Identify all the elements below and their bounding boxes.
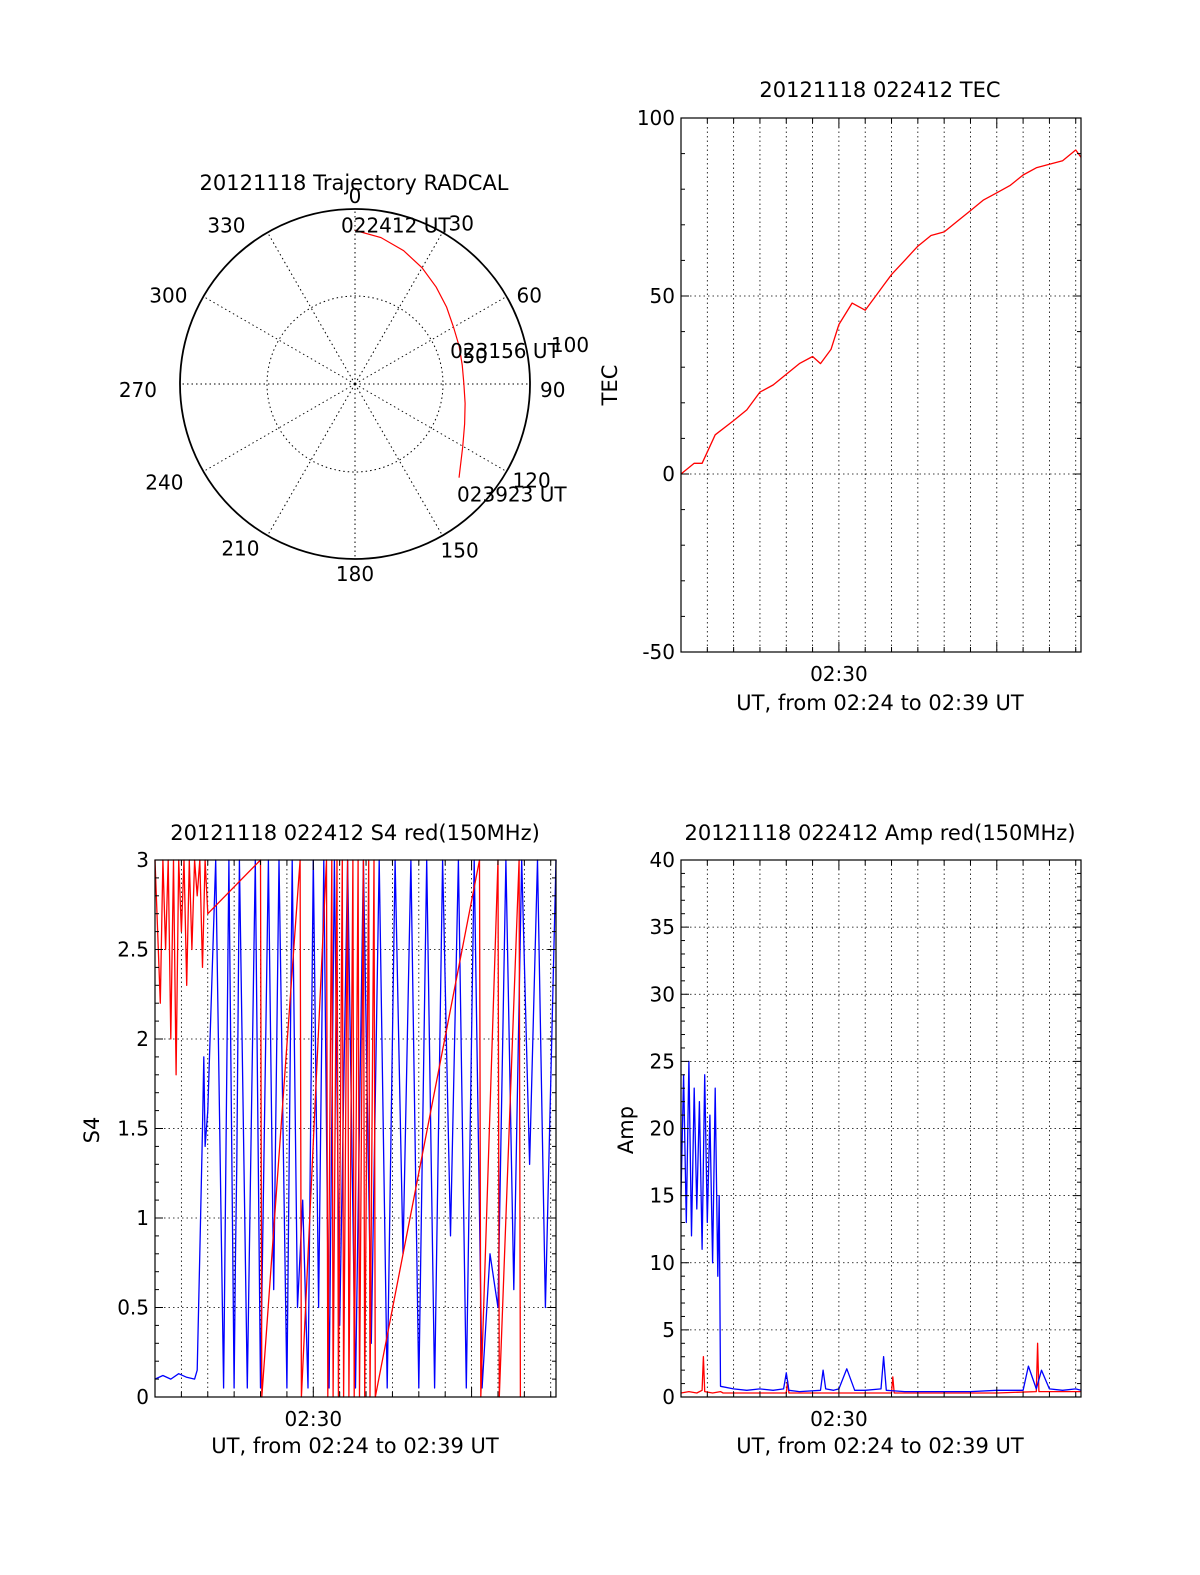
- tec-y-axis-label: TEC: [598, 365, 622, 407]
- amp-ytick-label: 0: [662, 1385, 675, 1409]
- polar-angle-label: 240: [145, 471, 183, 495]
- amp-ytick-label: 5: [662, 1318, 675, 1342]
- polar-angle-labels: 0 30 60 90 120 150 180 210 240 270 300 330 50 100: [119, 184, 589, 586]
- polar-annotations: 022412 UT 023156 UT 023923 UT: [341, 213, 567, 506]
- amp-ticks: 0 5 10 15 20 25 30 35 40 02:30: [650, 848, 1081, 1431]
- tec-xtick-label: 02:30: [810, 662, 868, 686]
- s4-ytick-label: 1: [136, 1206, 149, 1230]
- trajectory-time-label: 023923 UT: [457, 483, 567, 507]
- s4-panel: 20121118 022412 S4 red(150MHz) 0 0.5 1 1.5 2…: [80, 821, 557, 1458]
- s4-ytick-label: 0: [136, 1385, 149, 1409]
- tec-title: 20121118 022412 TEC: [759, 78, 1000, 102]
- s4-series-red: [154, 859, 522, 1398]
- polar-angle-label: 90: [540, 378, 565, 402]
- tec-ticks: -50 0 50 100 02:30: [637, 106, 1081, 686]
- amp-title: 20121118 022412 Amp red(150MHz): [684, 821, 1075, 845]
- tec-x-axis-label: UT, from 02:24 to 02:39 UT: [736, 691, 1024, 715]
- amp-ytick-label: 20: [650, 1117, 675, 1141]
- s4-ytick-label: 3: [136, 848, 149, 872]
- tec-grid: [681, 118, 1081, 652]
- amp-series: [680, 1060, 1082, 1394]
- polar-angle-label: 210: [221, 537, 259, 561]
- polar-angle-label: 180: [336, 562, 374, 586]
- polar-grid: [179, 208, 531, 560]
- amp-series-blue: [680, 1060, 1082, 1393]
- amp-ytick-label: 35: [650, 915, 675, 939]
- s4-x-axis-label: UT, from 02:24 to 02:39 UT: [211, 1434, 499, 1458]
- polar-angle-label: 0: [349, 184, 362, 208]
- amp-ytick-label: 25: [650, 1049, 675, 1073]
- polar-angle-label: 120: [513, 469, 551, 493]
- tec-ytick-label: 0: [662, 462, 675, 486]
- s4-ytick-label: 1.5: [117, 1117, 149, 1141]
- trajectory-title: 20121118 Trajectory RADCAL: [200, 171, 509, 195]
- polar-spoke: [267, 232, 356, 385]
- polar-trajectory: [354, 229, 466, 478]
- tec-panel: 20121118 022412 TEC -50 0 50 100 02:30 TEC U…: [598, 78, 1082, 715]
- amp-xtick-label: 02:30: [810, 1407, 868, 1431]
- polar-spoke: [354, 383, 443, 536]
- s4-series-blue: [154, 859, 557, 1389]
- tec-ytick-label: 50: [650, 284, 675, 308]
- amp-x-axis-label: UT, from 02:24 to 02:39 UT: [736, 1434, 1024, 1458]
- tec-ytick-label: -50: [642, 640, 675, 664]
- s4-xtick-label: 02:30: [284, 1407, 342, 1431]
- polar-outer-circle: [179, 208, 531, 560]
- amp-ytick-label: 15: [650, 1184, 675, 1208]
- s4-ytick-label: 2: [136, 1027, 149, 1051]
- polar-angle-label: 300: [149, 284, 187, 308]
- amp-grid: [681, 860, 1081, 1397]
- polar-angle-label: 270: [119, 378, 157, 402]
- s4-ytick-label: 0.5: [117, 1296, 149, 1320]
- amp-ytick-label: 10: [650, 1251, 675, 1275]
- amp-y-axis-label: Amp: [614, 1106, 638, 1154]
- polar-angle-label: 60: [517, 284, 542, 308]
- s4-series: [154, 859, 557, 1398]
- amp-ytick-label: 30: [650, 982, 675, 1006]
- tec-series-red: [680, 149, 1082, 475]
- polar-spoke: [203, 296, 356, 385]
- polar-spoke: [267, 383, 356, 536]
- trajectory-panel: 20121118 Trajectory RADCAL 0 30 60 90 120 150…: [119, 171, 589, 586]
- trajectory-line: [354, 229, 466, 478]
- tec-ytick-label: 100: [637, 106, 675, 130]
- s4-title: 20121118 022412 S4 red(150MHz): [170, 821, 540, 845]
- polar-angle-label: 150: [441, 539, 479, 563]
- s4-y-axis-label: S4: [80, 1117, 104, 1144]
- s4-ytick-label: 2.5: [117, 938, 149, 962]
- polar-radius-label: 100: [551, 333, 589, 357]
- trajectory-time-label: 023156 UT: [450, 339, 560, 363]
- amp-ytick-label: 40: [650, 848, 675, 872]
- tec-plot-frame: [680, 117, 1082, 653]
- amp-panel: 20121118 022412 Amp red(150MHz) 0 5 10 15 20…: [614, 821, 1082, 1458]
- tec-series: [680, 149, 1082, 475]
- trajectory-time-label: 022412 UT: [341, 213, 451, 237]
- s4-ticks: 0 0.5 1 1.5 2 2.5 3 02:30: [117, 848, 556, 1431]
- polar-angle-label: 330: [207, 213, 245, 237]
- polar-inner-circle: [266, 295, 444, 473]
- polar-radius-label: 50: [462, 344, 487, 368]
- polar-angle-label: 30: [449, 211, 474, 235]
